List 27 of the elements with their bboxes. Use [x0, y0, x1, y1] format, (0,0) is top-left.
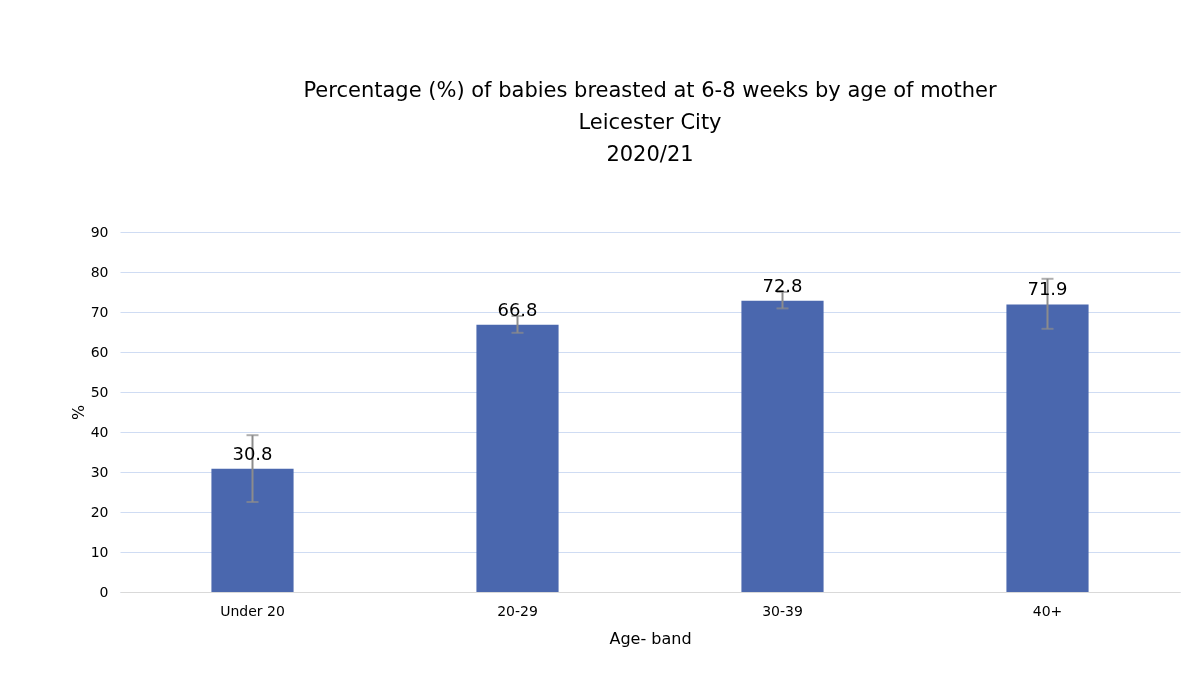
data-label: 72.8: [762, 274, 803, 296]
y-tick-label: 60: [90, 343, 109, 360]
y-tick-label: 30: [90, 463, 109, 480]
text: Leicester City: [578, 110, 722, 134]
y-tick-label: 0: [99, 583, 109, 600]
y-tick-label: 80: [90, 263, 109, 280]
data-label: 30.8: [232, 442, 273, 464]
y-tick-label: 20: [90, 503, 109, 520]
bar: [741, 300, 824, 592]
x-tick-label: Under 20: [220, 602, 285, 619]
text: Percentage (%) of babies breasted at 6-8 weeks by age of mother: [303, 78, 997, 102]
y-axis-title: %: [68, 404, 88, 421]
y-tick-label: 90: [90, 223, 109, 240]
y-tick-label: 40: [90, 423, 109, 440]
bar: [1006, 304, 1089, 592]
data-label: 66.8: [497, 298, 538, 320]
y-tick-label: 50: [90, 383, 109, 400]
x-tick-label: 40+: [1032, 602, 1063, 619]
data-label: 71.9: [1027, 278, 1068, 300]
x-tick-label: 30-39: [762, 602, 803, 619]
text: 2020/21: [606, 142, 694, 166]
x-axis-title: Age- band: [609, 628, 692, 648]
bar: [211, 468, 294, 592]
y-tick-label: 70: [90, 303, 109, 320]
y-tick-label: 10: [90, 543, 109, 560]
x-tick-label: 20-29: [497, 602, 538, 619]
bar: [476, 324, 559, 592]
